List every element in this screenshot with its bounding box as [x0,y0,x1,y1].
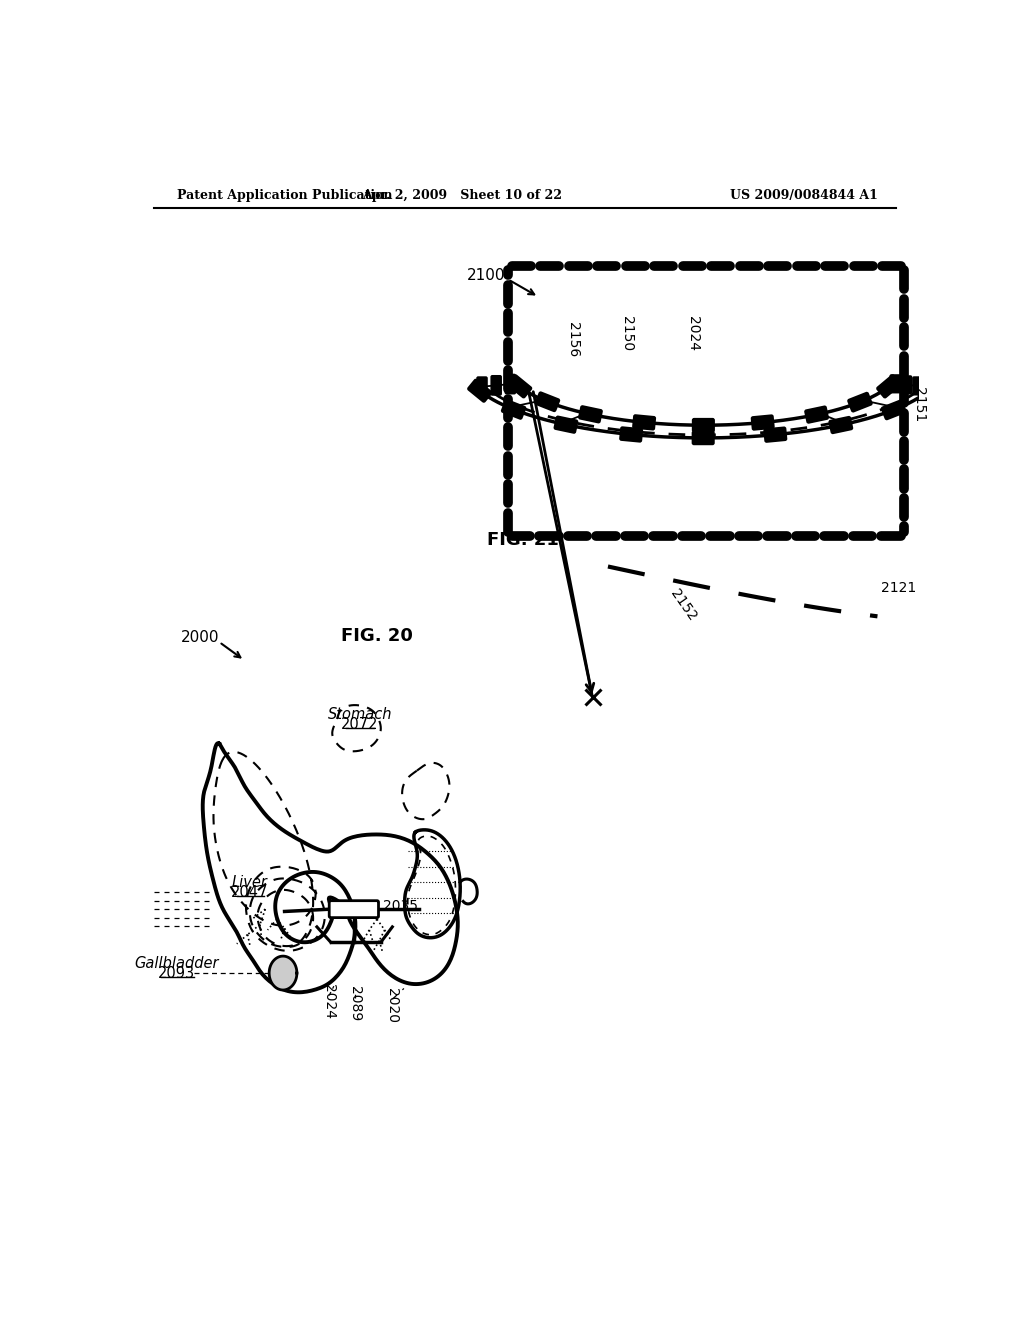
Text: Apr. 2, 2009   Sheet 10 of 22: Apr. 2, 2009 Sheet 10 of 22 [361,189,561,202]
FancyBboxPatch shape [901,375,912,395]
FancyBboxPatch shape [847,392,872,413]
Text: FIG. 21: FIG. 21 [487,531,559,549]
Text: 2121: 2121 [882,581,916,595]
FancyBboxPatch shape [535,391,560,412]
FancyBboxPatch shape [691,430,715,445]
FancyBboxPatch shape [632,414,656,430]
FancyBboxPatch shape [751,414,775,430]
FancyBboxPatch shape [620,426,643,442]
Text: 2093: 2093 [158,965,196,981]
FancyBboxPatch shape [890,374,901,393]
Polygon shape [269,956,297,990]
FancyBboxPatch shape [763,426,787,442]
FancyBboxPatch shape [467,379,493,403]
Text: 2024: 2024 [323,983,336,1019]
Text: US 2009/0084844 A1: US 2009/0084844 A1 [729,189,878,202]
FancyBboxPatch shape [828,416,853,434]
FancyBboxPatch shape [476,376,487,397]
Text: 2072: 2072 [341,717,379,731]
Text: 2000: 2000 [180,630,219,645]
FancyBboxPatch shape [490,375,502,396]
FancyBboxPatch shape [804,405,829,424]
FancyBboxPatch shape [692,418,715,433]
FancyBboxPatch shape [501,399,526,420]
FancyBboxPatch shape [924,378,935,396]
Text: 2047: 2047 [231,884,268,900]
Text: FIG. 20: FIG. 20 [341,627,413,644]
Text: 2020: 2020 [385,987,399,1023]
Text: 2151: 2151 [912,387,926,422]
FancyBboxPatch shape [912,376,924,396]
Text: Patent Application Publication: Patent Application Publication [177,189,392,202]
Text: Stomach: Stomach [328,706,392,722]
FancyBboxPatch shape [877,374,901,399]
FancyBboxPatch shape [507,374,532,399]
Text: 2089: 2089 [348,986,362,1022]
Text: 2150: 2150 [621,317,634,351]
Text: Gallbladder: Gallbladder [134,956,219,970]
Text: 2156: 2156 [566,322,581,356]
Text: Liver: Liver [232,875,268,890]
FancyBboxPatch shape [505,374,516,395]
FancyBboxPatch shape [881,400,906,420]
Text: 2024: 2024 [686,317,699,351]
FancyBboxPatch shape [578,405,603,424]
Text: 2100: 2100 [467,268,506,282]
FancyBboxPatch shape [915,379,941,403]
FancyBboxPatch shape [330,900,379,917]
FancyBboxPatch shape [554,416,579,434]
Text: 2035: 2035 [383,899,418,913]
Text: 2152: 2152 [668,586,699,623]
